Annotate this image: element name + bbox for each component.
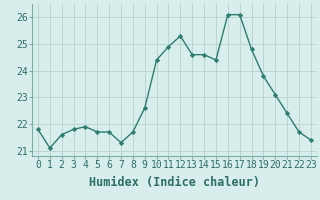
X-axis label: Humidex (Indice chaleur): Humidex (Indice chaleur) xyxy=(89,176,260,189)
